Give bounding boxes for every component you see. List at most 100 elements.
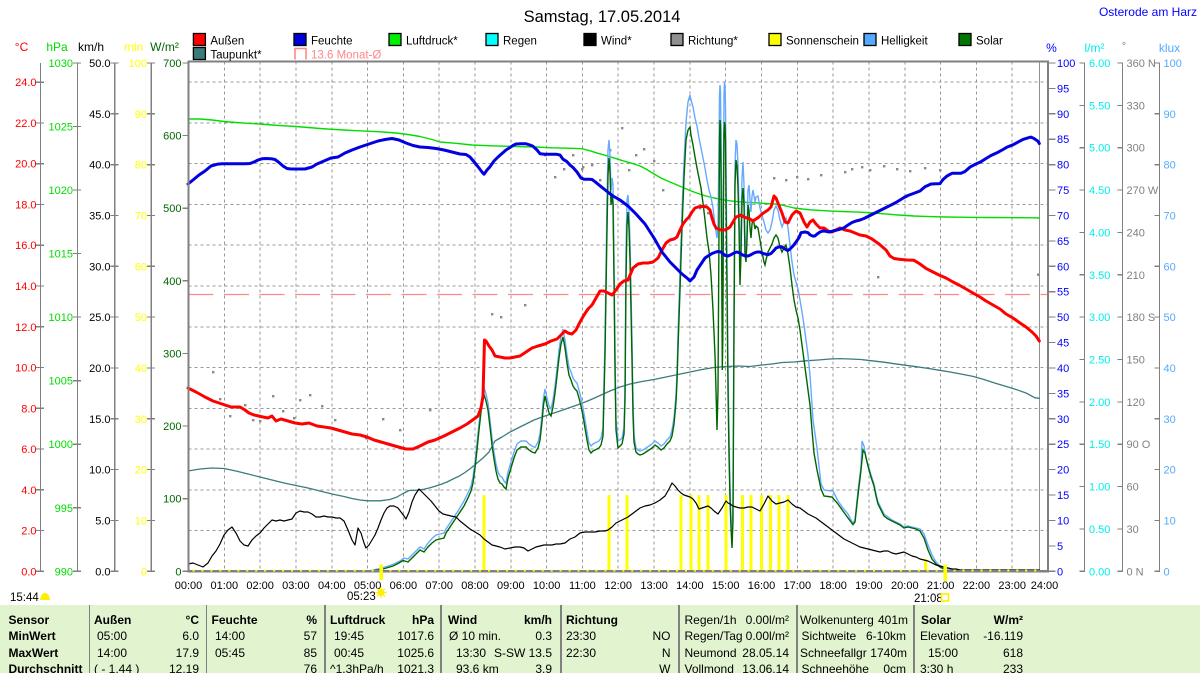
svg-text:1.00: 1.00 <box>1089 482 1110 494</box>
svg-text:40: 40 <box>1164 363 1176 375</box>
svg-text:0: 0 <box>1057 566 1063 578</box>
svg-text:17:00: 17:00 <box>784 580 812 592</box>
svg-text:330: 330 <box>1127 100 1145 112</box>
svg-text:klux: klux <box>1159 41 1180 55</box>
svg-text:00:00: 00:00 <box>175 580 203 592</box>
svg-text:15:44: 15:44 <box>10 592 39 604</box>
svg-text:1000: 1000 <box>49 439 73 451</box>
svg-text:5.0: 5.0 <box>95 516 110 528</box>
svg-text:18.0: 18.0 <box>15 200 36 212</box>
svg-text:km/h: km/h <box>78 40 104 54</box>
svg-text:30: 30 <box>1164 414 1176 426</box>
svg-text:300: 300 <box>1127 143 1145 155</box>
svg-text:70: 70 <box>135 211 147 223</box>
svg-text:14.0: 14.0 <box>15 281 36 293</box>
svg-text:95: 95 <box>1057 83 1069 95</box>
svg-text:13.6 Monat-Ø: 13.6 Monat-Ø <box>311 50 381 62</box>
svg-text:24:00: 24:00 <box>1031 580 1059 592</box>
svg-text:85: 85 <box>1057 134 1069 146</box>
svg-text:100: 100 <box>1057 58 1075 70</box>
svg-text:270 W: 270 W <box>1127 185 1159 197</box>
svg-text:90: 90 <box>1164 109 1176 121</box>
svg-text:1.50: 1.50 <box>1089 439 1110 451</box>
svg-text:990: 990 <box>55 566 73 578</box>
svg-text:50: 50 <box>1164 312 1176 324</box>
svg-text:l/m²: l/m² <box>1085 41 1105 55</box>
svg-text:Solar: Solar <box>976 36 1003 48</box>
svg-text:W/m²: W/m² <box>150 40 179 54</box>
svg-text:100: 100 <box>129 58 147 70</box>
svg-text:120: 120 <box>1127 397 1145 409</box>
svg-text:6.0: 6.0 <box>21 444 36 456</box>
svg-text:1030: 1030 <box>49 58 73 70</box>
svg-text:°C: °C <box>15 40 29 54</box>
svg-text:1020: 1020 <box>49 185 73 197</box>
svg-text:15: 15 <box>1057 490 1069 502</box>
svg-text:hPa: hPa <box>46 40 68 54</box>
svg-text:°: ° <box>1122 41 1126 53</box>
svg-text:1010: 1010 <box>49 312 73 324</box>
svg-text:min: min <box>124 40 143 54</box>
svg-text:210: 210 <box>1127 270 1145 282</box>
svg-text:35: 35 <box>1057 388 1069 400</box>
svg-text:06:00: 06:00 <box>390 580 418 592</box>
svg-text:360 N: 360 N <box>1127 58 1156 70</box>
svg-text:240: 240 <box>1127 227 1145 239</box>
svg-text:Regen: Regen <box>503 36 537 48</box>
svg-text:Luftdruck*: Luftdruck* <box>406 36 458 48</box>
svg-text:90 O: 90 O <box>1127 439 1151 451</box>
svg-text:5: 5 <box>1057 541 1063 553</box>
svg-text:09:00: 09:00 <box>497 580 525 592</box>
svg-text:0.0: 0.0 <box>21 566 36 578</box>
svg-text:1005: 1005 <box>49 376 73 388</box>
svg-text:5.00: 5.00 <box>1089 143 1110 155</box>
svg-text:02:00: 02:00 <box>246 580 274 592</box>
svg-text:Helligkeit: Helligkeit <box>881 36 928 48</box>
svg-text:3.00: 3.00 <box>1089 312 1110 324</box>
svg-text:4.50: 4.50 <box>1089 185 1110 197</box>
svg-text:80: 80 <box>1057 160 1069 172</box>
svg-text:2.50: 2.50 <box>1089 355 1110 367</box>
svg-text:1025: 1025 <box>49 122 73 134</box>
svg-text:16.0: 16.0 <box>15 240 36 252</box>
svg-text:0.0: 0.0 <box>95 566 110 578</box>
svg-text:14:00: 14:00 <box>676 580 704 592</box>
svg-text:4.00: 4.00 <box>1089 227 1110 239</box>
svg-text:23:00: 23:00 <box>998 580 1026 592</box>
svg-text:150: 150 <box>1127 355 1145 367</box>
svg-text:80: 80 <box>135 160 147 172</box>
svg-text:22.0: 22.0 <box>15 118 36 130</box>
svg-text:45: 45 <box>1057 338 1069 350</box>
svg-text:Taupunkt*: Taupunkt* <box>210 50 262 62</box>
svg-text:21:08: 21:08 <box>914 593 943 605</box>
svg-text:20: 20 <box>135 465 147 477</box>
svg-text:55: 55 <box>1057 287 1069 299</box>
svg-text:12:00: 12:00 <box>604 580 632 592</box>
svg-text:20:00: 20:00 <box>891 580 919 592</box>
svg-text:45.0: 45.0 <box>89 109 110 121</box>
svg-text:0.00: 0.00 <box>1089 566 1110 578</box>
svg-text:16:00: 16:00 <box>748 580 776 592</box>
svg-text:Wind*: Wind* <box>601 36 632 48</box>
svg-text:400: 400 <box>163 276 181 288</box>
svg-text:200: 200 <box>163 421 181 433</box>
svg-text:2.0: 2.0 <box>21 526 36 538</box>
svg-text:700: 700 <box>163 58 181 70</box>
svg-text:3.50: 3.50 <box>1089 270 1110 282</box>
svg-text:500: 500 <box>163 203 181 215</box>
svg-text:180 S: 180 S <box>1127 312 1156 324</box>
svg-text:20: 20 <box>1164 465 1176 477</box>
svg-text:10: 10 <box>135 516 147 528</box>
svg-text:40: 40 <box>1057 363 1069 375</box>
svg-text:30: 30 <box>1127 524 1139 536</box>
svg-text:0.50: 0.50 <box>1089 524 1110 536</box>
svg-text:100: 100 <box>163 494 181 506</box>
svg-text:15.0: 15.0 <box>89 414 110 426</box>
svg-text:5.50: 5.50 <box>1089 100 1110 112</box>
svg-text:6.00: 6.00 <box>1089 58 1110 70</box>
svg-text:35.0: 35.0 <box>89 211 110 223</box>
svg-text:05:23: 05:23 <box>347 591 376 603</box>
svg-text:20: 20 <box>1057 465 1069 477</box>
svg-text:20.0: 20.0 <box>89 363 110 375</box>
svg-text:10: 10 <box>1057 516 1069 528</box>
